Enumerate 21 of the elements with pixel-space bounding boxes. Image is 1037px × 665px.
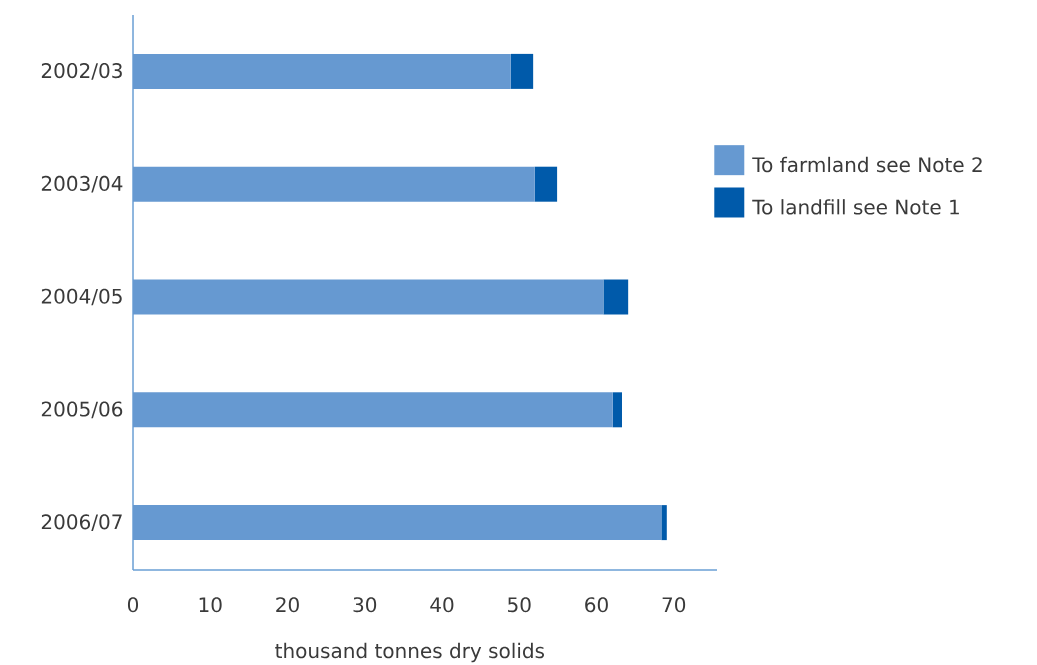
legend-label: To farmland see Note 2 xyxy=(752,156,982,173)
y-tick-label: 2004/05 xyxy=(41,288,122,306)
x-tick-label: 0 xyxy=(127,596,139,613)
x-tick-label: 50 xyxy=(508,596,531,613)
bar xyxy=(612,392,622,428)
x-tick-label: 70 xyxy=(662,596,686,613)
y-tick-label: 2005/06 xyxy=(41,401,123,418)
bar xyxy=(661,504,667,540)
y-tick-label: 2003/04 xyxy=(41,175,123,193)
x-axis-title: thousand tonnes dry solids xyxy=(275,642,545,662)
legend-label: To landfill see Note 1 xyxy=(752,198,959,215)
y-tick-label: 2002/03 xyxy=(41,62,122,80)
bar xyxy=(510,53,534,89)
bar xyxy=(603,279,629,315)
x-tick-label: 40 xyxy=(430,596,454,613)
x-tick-label: 20 xyxy=(276,596,299,613)
x-tick-label: 30 xyxy=(353,596,377,613)
bar xyxy=(534,166,558,202)
y-tick-label: 2006/07 xyxy=(41,514,122,531)
x-tick-label: 10 xyxy=(199,596,222,613)
x-tick-label: 60 xyxy=(585,596,608,613)
